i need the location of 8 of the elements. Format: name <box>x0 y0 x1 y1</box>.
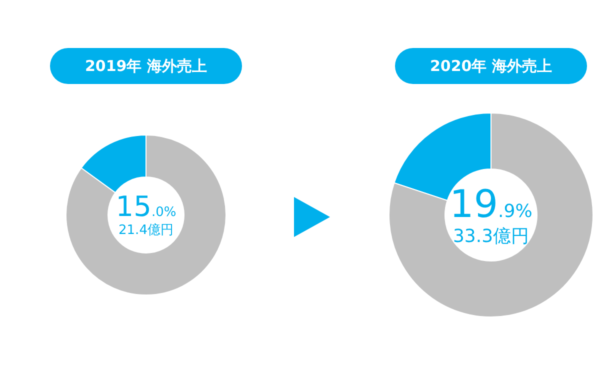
data-label: 19.9% <box>450 182 532 226</box>
text: 33.3億円 <box>452 226 530 248</box>
text: 21.4億円 <box>118 222 174 239</box>
chart-title: 2020年 海外売上 <box>395 48 587 84</box>
donut-slice <box>388 112 594 318</box>
data-label: 15.0% <box>116 190 176 224</box>
chart-title: 2019年 海外売上 <box>50 48 242 84</box>
donut-slice <box>66 134 226 296</box>
